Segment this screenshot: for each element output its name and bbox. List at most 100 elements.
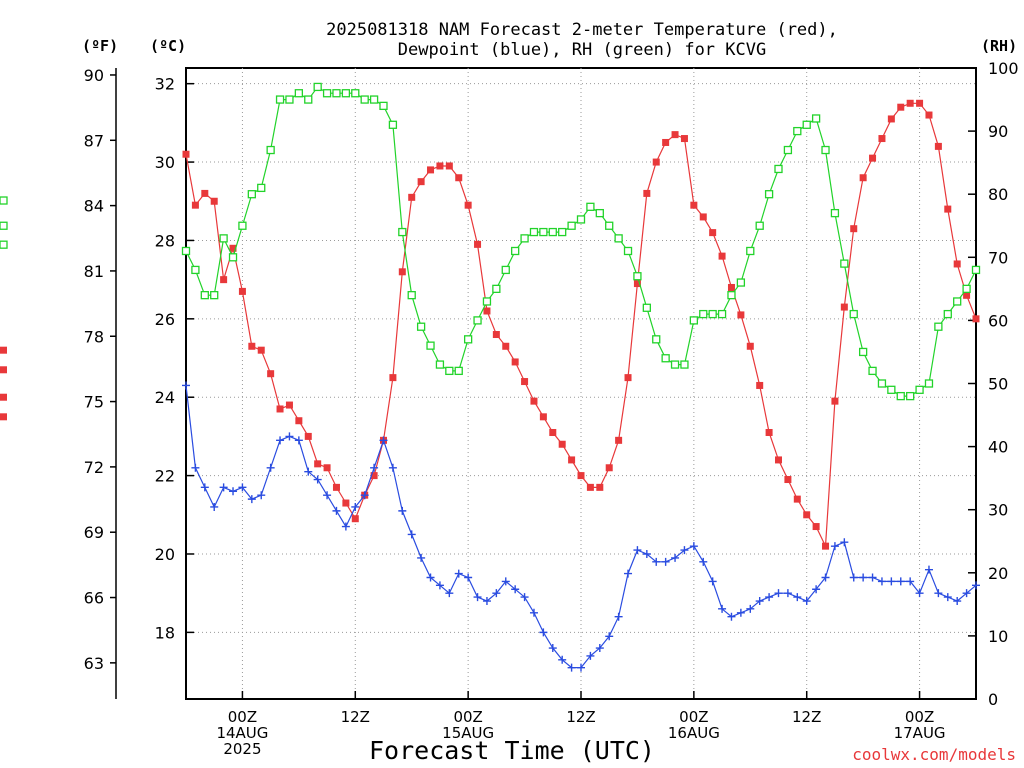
series-temperature (0, 99, 980, 550)
temperature-point (445, 162, 453, 170)
temperature-point (577, 472, 585, 480)
dewpoint-point (859, 573, 868, 582)
rh-point (445, 366, 454, 376)
rh-point (210, 291, 219, 300)
temperature-point (906, 99, 914, 107)
temperature-point (257, 346, 265, 354)
rh-point (501, 265, 510, 275)
dewpoint-point (671, 553, 680, 562)
rh-point (915, 385, 924, 394)
rh-tick-label: 20 (988, 564, 1008, 583)
dewpoint-point (736, 608, 745, 617)
temperature-point (0, 413, 7, 421)
temperature-point (944, 205, 952, 213)
dewpoint-point (746, 604, 755, 613)
dewpoint-point (633, 546, 642, 555)
rh-point (623, 246, 633, 256)
dewpoint-point (586, 651, 595, 660)
x-tick-label: 17AUG (894, 724, 946, 742)
dewpoint-point (567, 663, 576, 672)
dewpoint-point (802, 597, 811, 606)
rh-point (896, 391, 905, 401)
rh-point (971, 265, 981, 275)
rh-point (906, 391, 915, 401)
x-tick-label: 00Z (453, 708, 482, 726)
temperature-point (436, 162, 444, 170)
dewpoint-point (492, 589, 501, 598)
rh-point (680, 360, 689, 369)
rh-point (0, 240, 8, 249)
dewpoint-point (370, 463, 379, 472)
temperature-point (492, 331, 500, 339)
dewpoint-point (614, 612, 623, 621)
temperature-point (869, 154, 877, 162)
rh-point (811, 114, 821, 123)
temperature-point (332, 483, 340, 491)
dewpoint-point (511, 585, 520, 594)
celsius-tick-label: 32 (155, 75, 175, 94)
dewpoint-point (793, 593, 802, 602)
temperature-point (963, 291, 971, 299)
rh-tick-label: 60 (988, 311, 1008, 330)
temperature-point (803, 511, 811, 519)
rh-tick-label: 100 (988, 59, 1019, 78)
temperature-point (671, 131, 679, 139)
dewpoint-point (426, 573, 435, 582)
series-dewpoint (182, 381, 980, 672)
dewpoint-point (812, 585, 821, 594)
rh-point (727, 291, 736, 300)
rh-point (868, 366, 877, 376)
chart-titles: 2025081318 NAM Forecast 2-meter Temperat… (326, 20, 838, 60)
dewpoint-point (445, 589, 454, 598)
celsius-tick-label: 18 (155, 623, 175, 642)
celsius-tick-label: 24 (155, 388, 175, 407)
temperature-point (220, 276, 228, 284)
rh-point (369, 95, 379, 104)
rh-point (351, 89, 360, 98)
rh-point (642, 303, 651, 312)
temperature-point (793, 495, 801, 503)
rh-point (275, 95, 285, 104)
dewpoint-point (548, 644, 557, 653)
dewpoint-point (830, 542, 839, 551)
dewpoint-point (379, 436, 388, 445)
x-tick-label: 12Z (566, 708, 595, 726)
rh-point (181, 246, 191, 256)
temperature-point (643, 189, 651, 197)
temperature-point (737, 311, 745, 319)
fahrenheit-tick-label: 63 (84, 654, 104, 673)
dewpoint-point (953, 597, 962, 606)
temperature-point (831, 397, 839, 405)
dewpoint-point (473, 593, 482, 602)
temperature-point (756, 381, 764, 389)
dewpoint-point (972, 581, 980, 590)
rh-point (0, 221, 8, 230)
rh-point (764, 190, 774, 199)
dewpoint-point (266, 463, 275, 472)
rh-point (492, 284, 501, 294)
credit-text: coolwx.com/models (852, 745, 1016, 764)
temperature-point (897, 103, 905, 111)
rh-point (548, 227, 557, 237)
dewpoint-point (388, 463, 397, 472)
rh-point (0, 196, 8, 205)
temperature-point (238, 287, 246, 295)
fahrenheit-tick-label: 87 (84, 131, 104, 150)
rh-point (228, 253, 238, 262)
temperature-point (276, 405, 284, 413)
celsius-unit-label: (ºC) (150, 37, 186, 55)
celsius-tick-label: 22 (155, 467, 175, 486)
rh-point (238, 221, 247, 230)
temperature-point (483, 307, 491, 315)
temperature-point (850, 225, 858, 233)
rh-point (943, 309, 952, 319)
temperature-point (586, 483, 594, 491)
dewpoint-point (765, 593, 774, 602)
dewpoint-point (934, 589, 943, 598)
axes: 9087848178757269666332302826242220181009… (84, 59, 1019, 709)
temperature-point (0, 393, 7, 401)
dewpoint-point (727, 612, 736, 621)
rh-point (558, 227, 567, 237)
rh-point (605, 221, 614, 230)
temperature-point (521, 378, 529, 386)
